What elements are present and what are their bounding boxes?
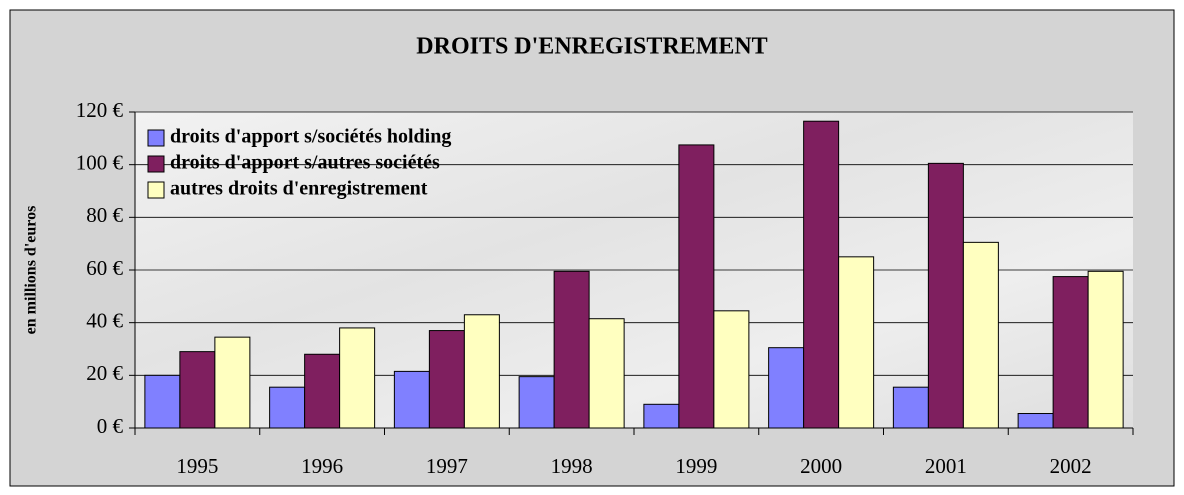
bar: [553, 270, 590, 429]
x-tick-label: 2001: [925, 454, 967, 478]
bar: [838, 256, 875, 429]
chart-title: DROITS D'ENREGISTREMENT: [416, 34, 767, 60]
bar: [678, 144, 715, 429]
y-tick-label: 60 €: [86, 256, 123, 280]
bar: [463, 314, 500, 429]
y-tick-label: 40 €: [86, 308, 123, 332]
bar: [144, 374, 181, 429]
bar: [393, 370, 430, 429]
bar: [1017, 413, 1054, 429]
x-tick-label: 2000: [800, 454, 842, 478]
legend-label: droits d'apport s/autres sociétés: [170, 152, 440, 174]
bar: [713, 310, 750, 429]
x-tick-label: 1995: [176, 454, 218, 478]
x-tick-label: 1997: [426, 454, 468, 478]
bar: [892, 386, 929, 429]
y-tick-label: 120 €: [76, 98, 124, 122]
bar: [214, 336, 251, 429]
bar: [927, 162, 964, 429]
y-tick-label: 80 €: [86, 203, 123, 227]
bar: [803, 120, 840, 429]
bar: [643, 403, 680, 429]
legend-swatch: [147, 155, 165, 173]
bar: [768, 347, 805, 429]
bar: [1052, 276, 1089, 429]
legend-label: droits d'apport s/sociétés holding: [170, 126, 451, 148]
x-tick-label: 1998: [551, 454, 593, 478]
bar: [179, 351, 216, 429]
y-tick-label: 100 €: [76, 150, 124, 174]
bar: [304, 353, 341, 429]
y-tick-label: 20 €: [86, 361, 123, 385]
legend-swatch: [147, 181, 165, 199]
x-tick-label: 1999: [675, 454, 717, 478]
x-tick-label: 1996: [301, 454, 343, 478]
y-axis-label: en millions d'euros: [23, 206, 40, 335]
y-tick-label: 0 €: [97, 414, 124, 438]
bar: [588, 318, 625, 429]
bar: [339, 327, 376, 429]
legend-swatch: [147, 129, 165, 147]
x-tick-label: 2002: [1050, 454, 1092, 478]
bar: [518, 376, 555, 429]
bar: [269, 386, 306, 429]
legend-label: autres droits d'enregistrement: [170, 178, 428, 200]
bar: [1087, 270, 1124, 429]
bar: [428, 330, 465, 429]
bar: [962, 241, 999, 429]
